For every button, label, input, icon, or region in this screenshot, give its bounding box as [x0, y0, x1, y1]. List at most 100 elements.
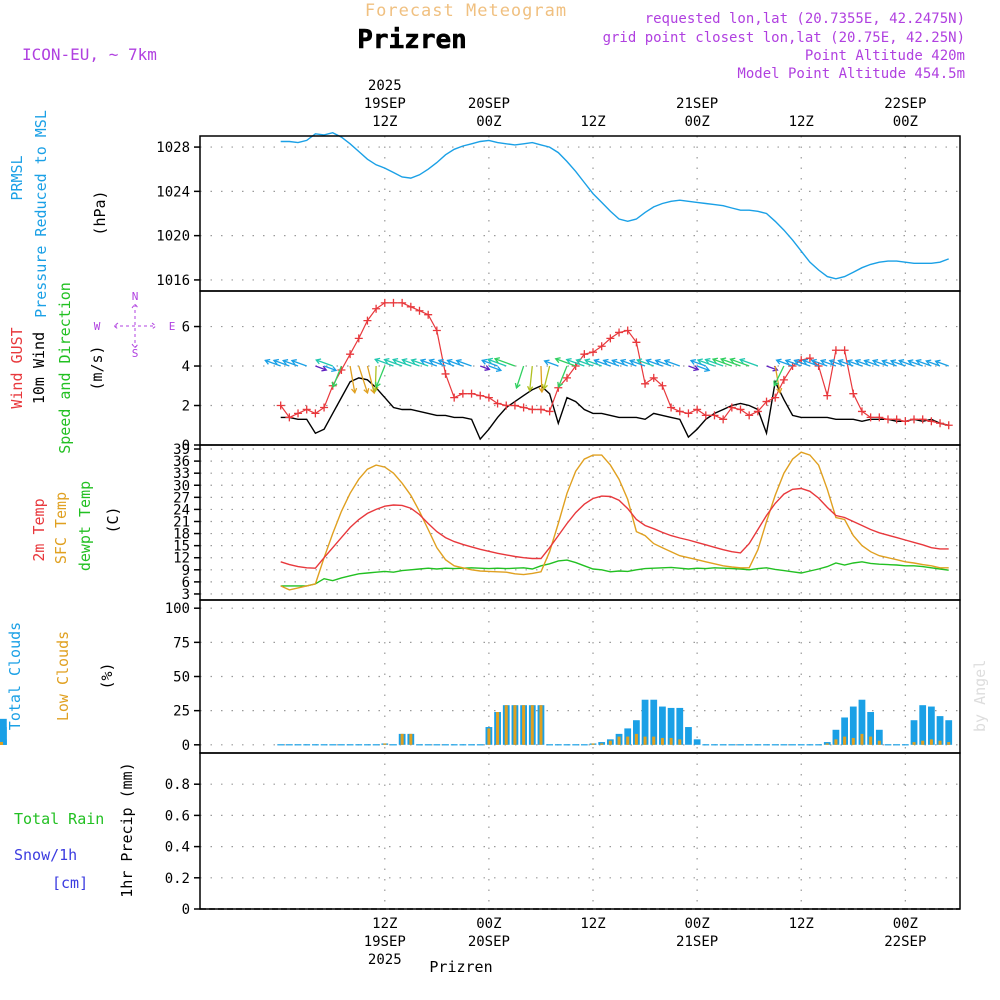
y-tick-label: 36	[173, 454, 190, 470]
gust-marker	[458, 389, 467, 398]
wind-arrow	[720, 358, 741, 367]
wind-arrow-head	[711, 357, 719, 364]
gust-marker	[944, 421, 953, 430]
low-cloud-bar	[938, 740, 942, 745]
top-time-label: 20SEP	[468, 96, 510, 112]
wind-arrow	[847, 360, 863, 367]
top-time-label: 21SEP	[676, 96, 718, 112]
point-altitude: Point Altitude 420m	[805, 48, 965, 64]
sfc-temp-line	[280, 451, 949, 591]
wind-arrow	[374, 366, 377, 392]
gust-marker	[667, 403, 676, 412]
total-cloud-bar	[667, 707, 675, 745]
wind-arrow	[273, 359, 290, 367]
total-cloud-bar	[875, 729, 883, 745]
wind-arrow	[282, 360, 299, 367]
total-cloud-bar	[910, 720, 918, 745]
snow-label: Snow/1h	[14, 846, 77, 864]
wind-arrow	[730, 358, 750, 367]
wind-arrow	[820, 360, 837, 367]
bottom-time-label: 21SEP	[676, 934, 718, 950]
panel-frame	[199, 290, 961, 446]
top-time-label: 00Z	[476, 114, 501, 130]
wind-arrow-head	[636, 358, 643, 365]
y-tick-label: 1024	[156, 184, 190, 200]
low-cloud-bar	[409, 733, 413, 745]
wind-arrow	[838, 360, 854, 367]
top-time-label: 00Z	[684, 114, 709, 130]
wind-arrow	[908, 360, 923, 367]
wind-arrow-head	[729, 357, 736, 364]
gust-marker	[823, 391, 832, 400]
total-cloud-bar	[676, 707, 684, 745]
low-cloud-bar	[843, 736, 847, 745]
low-cloud-bar	[496, 712, 500, 745]
total-cloud-bar	[0, 727, 7, 745]
y-tick-label: 1028	[156, 140, 190, 156]
y-tick-label: 21	[173, 514, 190, 530]
low-cloud-bar	[400, 733, 404, 745]
wind-arrow-head	[514, 382, 521, 390]
wind-arrow-head	[290, 359, 297, 365]
wind-arrow	[402, 359, 420, 367]
wind-arrow-head	[611, 358, 618, 365]
pressure-line	[280, 131, 949, 280]
low-cloud-bar	[860, 733, 864, 745]
wind-arrow	[935, 360, 949, 367]
wind-arrow-head	[602, 358, 609, 365]
wind-speed-line	[280, 377, 949, 441]
wind-arrow	[811, 359, 828, 367]
total-cloud-bar	[650, 699, 658, 745]
low-cloud-bar	[530, 705, 534, 745]
wind-arrow	[594, 359, 611, 367]
bottom-time-label: 19SEP	[364, 934, 406, 950]
gust-marker	[710, 411, 719, 420]
low-cloud-bar	[678, 739, 682, 745]
panel-frame	[199, 752, 961, 910]
wind-arrow	[557, 365, 568, 388]
pressure-label-short: PRMSL	[8, 155, 26, 200]
wind-arrow-head	[486, 357, 494, 364]
wind-arrow-head	[915, 359, 922, 365]
wind-arrow	[776, 359, 793, 367]
low-cloud-bar	[383, 743, 387, 745]
gust-marker	[363, 316, 372, 325]
low-cloud-bar	[0, 743, 3, 745]
wind-arrow	[494, 358, 516, 367]
low-cloud-bar	[947, 742, 951, 745]
clouds-unit: (%)	[98, 662, 116, 689]
requested-coords: requested lon,lat (20.7355E, 42.2475N)	[645, 11, 965, 27]
gust-marker	[528, 405, 537, 414]
total-cloud-bar	[641, 699, 649, 745]
wind-arrow	[872, 360, 889, 367]
low-cloud-bar	[513, 705, 517, 745]
bottom-time-axis: 12Z 19SEP 2025 00Z 20SEP 12Z 00Z 21SEP 12Z 00Z 22S…	[364, 916, 927, 968]
gust-marker	[597, 342, 606, 351]
wind-arrow	[696, 365, 710, 372]
wind-arrow-head	[793, 358, 800, 365]
credit-watermark: by Angel	[971, 660, 989, 732]
wind-arrow-head	[802, 358, 809, 365]
top-time-label: 12Z	[372, 114, 397, 130]
wind-arrow-head	[696, 358, 703, 365]
bottom-time-label: 00Z	[476, 916, 501, 932]
low-cloud-bar	[869, 736, 873, 745]
wind-arrow	[688, 365, 699, 371]
gust-marker	[398, 298, 407, 307]
gust-marker	[320, 403, 329, 412]
gust-marker	[779, 375, 788, 384]
wind-arrow	[323, 365, 337, 372]
y-tick-label: 0	[182, 738, 190, 754]
gust-marker	[762, 397, 771, 406]
wind-arrow-head	[719, 357, 727, 364]
gust-marker	[476, 391, 485, 400]
gust-marker	[484, 393, 493, 402]
wind-arrow-head	[410, 358, 417, 365]
y-tick-label: 39	[173, 442, 190, 458]
top-time-label: 12Z	[789, 114, 814, 130]
bottom-time-label: 12Z	[789, 916, 814, 932]
gust-marker	[467, 389, 476, 398]
gust-marker	[693, 405, 702, 414]
gust-marker	[883, 415, 892, 424]
